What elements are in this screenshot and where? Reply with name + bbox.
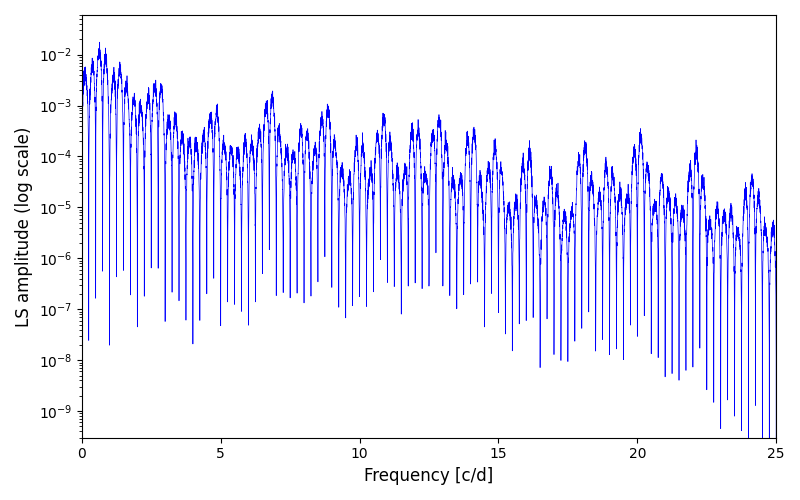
X-axis label: Frequency [c/d]: Frequency [c/d] bbox=[364, 467, 494, 485]
Y-axis label: LS amplitude (log scale): LS amplitude (log scale) bbox=[15, 126, 33, 326]
